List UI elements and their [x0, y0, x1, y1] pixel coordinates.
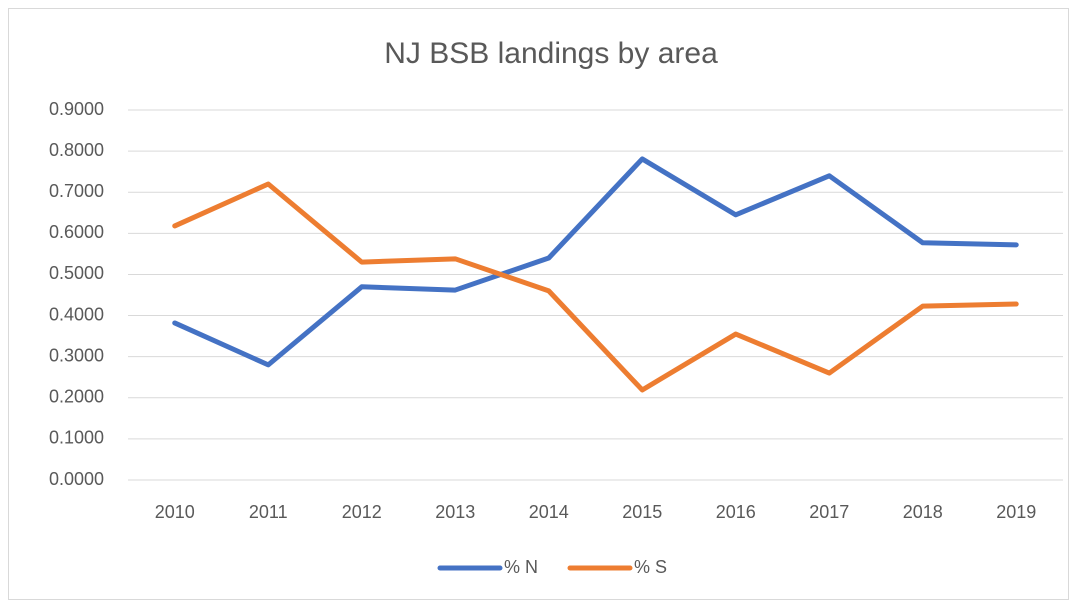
y-tick-label: 0.4000	[49, 304, 104, 324]
x-tick-label: 2016	[716, 502, 756, 522]
x-tick-label: 2017	[809, 502, 849, 522]
x-tick-label: 2019	[996, 502, 1036, 522]
x-tick-label: 2013	[435, 502, 475, 522]
y-tick-label: 0.0000	[49, 469, 104, 489]
legend-label: % S	[634, 557, 667, 577]
x-tick-label: 2015	[622, 502, 662, 522]
legend-label: % N	[504, 557, 538, 577]
y-tick-label: 0.7000	[49, 181, 104, 201]
y-tick-label: 0.6000	[49, 222, 104, 242]
x-tick-label: 2018	[903, 502, 943, 522]
y-tick-label: 0.2000	[49, 387, 104, 407]
y-tick-label: 0.9000	[49, 99, 104, 119]
y-tick-label: 0.3000	[49, 345, 104, 365]
y-tick-label: 0.5000	[49, 263, 104, 283]
chart-border	[8, 8, 1069, 600]
chart-title: NJ BSB landings by area	[384, 37, 718, 70]
y-tick-label: 0.1000	[49, 428, 104, 448]
series-line	[172, 181, 1019, 393]
series-line	[172, 156, 1019, 368]
x-tick-label: 2011	[249, 502, 288, 522]
x-tick-label: 2014	[529, 502, 569, 522]
y-tick-label: 0.8000	[49, 140, 104, 160]
x-tick-label: 2010	[155, 502, 195, 522]
x-tick-label: 2012	[342, 502, 382, 522]
